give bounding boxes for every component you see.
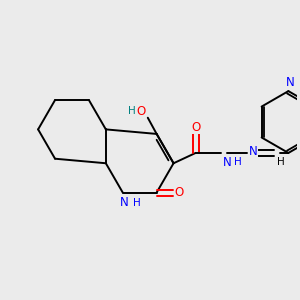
Text: N: N (249, 145, 257, 158)
Text: O: O (175, 186, 184, 199)
Text: N: N (286, 76, 294, 89)
Text: H: H (133, 198, 140, 208)
Text: O: O (191, 121, 200, 134)
Text: N: N (223, 156, 232, 169)
Text: H: H (128, 106, 136, 116)
Text: H: H (235, 158, 242, 167)
Text: O: O (137, 105, 146, 118)
Text: N: N (120, 196, 129, 209)
Text: H: H (277, 157, 285, 167)
